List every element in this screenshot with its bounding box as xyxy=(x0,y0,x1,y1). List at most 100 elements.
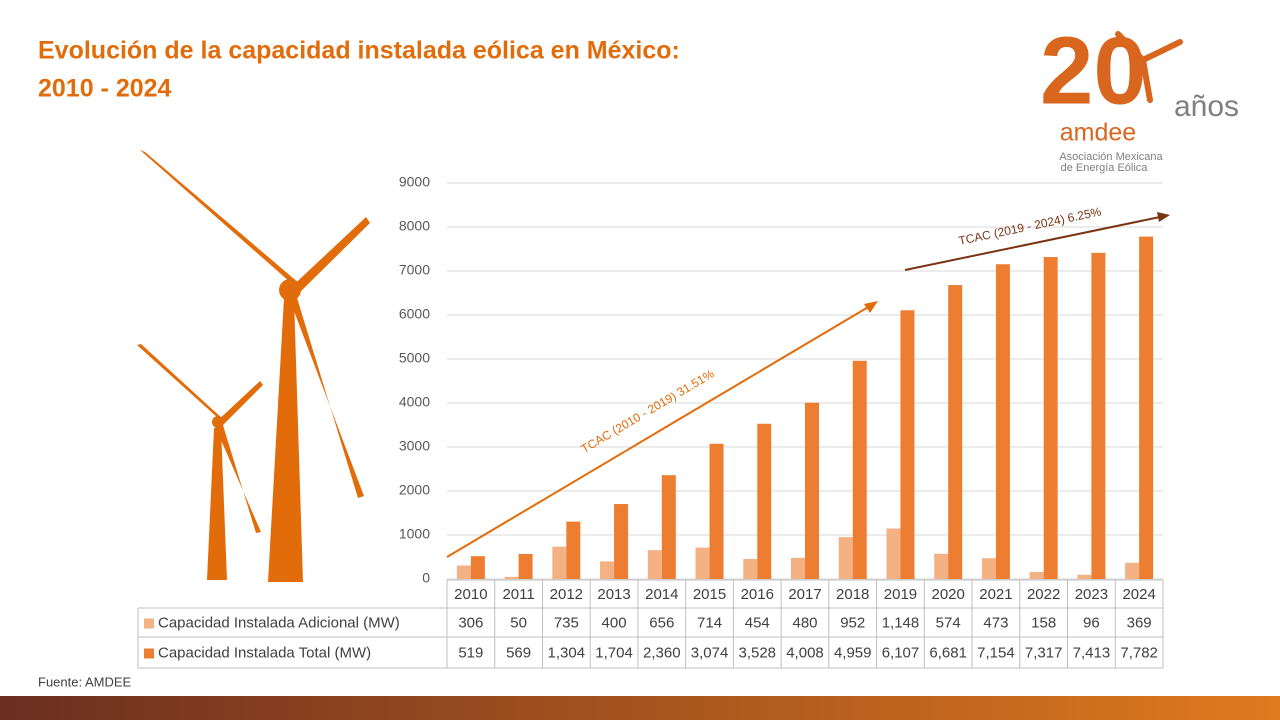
bar xyxy=(934,553,949,579)
x-tick-label: 2022 xyxy=(1027,586,1060,603)
logo-numeral: 20 xyxy=(1040,17,1147,124)
legend-swatch xyxy=(144,648,154,659)
chart-subtitle: 2010 - 2024 xyxy=(38,75,172,103)
x-tick-label: 2023 xyxy=(1075,586,1108,603)
data-label: 306 xyxy=(458,614,483,631)
x-tick-label: 2018 xyxy=(836,586,869,603)
data-label: 158 xyxy=(1031,614,1056,631)
bar xyxy=(518,553,533,579)
bar xyxy=(661,475,676,579)
bar xyxy=(600,561,615,579)
x-tick-label: 2017 xyxy=(788,586,821,603)
bar xyxy=(1043,257,1058,579)
x-tick-label: 2011 xyxy=(502,586,534,603)
y-tick-label: 5000 xyxy=(399,350,430,366)
data-label: 6,107 xyxy=(882,644,920,661)
data-label: 952 xyxy=(840,614,865,631)
bar xyxy=(709,443,724,579)
data-label: 7,154 xyxy=(977,644,1015,661)
logo-line: de Energía Eólica xyxy=(1061,162,1149,174)
bar xyxy=(504,576,519,579)
bar xyxy=(852,360,867,579)
bar xyxy=(456,565,471,579)
data-label: 2,360 xyxy=(643,644,681,661)
data-label: 714 xyxy=(697,614,722,631)
x-tick-label: 2020 xyxy=(932,586,965,603)
data-label: 735 xyxy=(554,614,579,631)
data-label: 6,681 xyxy=(929,644,967,661)
data-label: 96 xyxy=(1083,614,1100,631)
x-tick-label: 2014 xyxy=(645,586,678,603)
x-tick-label: 2012 xyxy=(550,586,583,603)
data-label: 7,413 xyxy=(1073,644,1111,661)
x-tick-label: 2013 xyxy=(597,586,630,603)
y-tick-label: 8000 xyxy=(399,218,430,234)
bar xyxy=(757,423,772,579)
bar xyxy=(1029,572,1044,579)
bar xyxy=(838,537,853,579)
data-label: 4,008 xyxy=(786,644,824,661)
y-tick-label: 3000 xyxy=(399,438,430,454)
data-label: 4,959 xyxy=(834,644,872,661)
bar xyxy=(566,521,581,579)
data-label: 569 xyxy=(506,644,531,661)
logo-suffix: años xyxy=(1174,90,1239,123)
legend-swatch xyxy=(144,618,154,629)
y-tick-label: 1000 xyxy=(399,526,430,542)
data-label: 3,074 xyxy=(691,644,729,661)
bar xyxy=(470,556,485,579)
bar xyxy=(695,547,710,579)
x-tick-label: 2021 xyxy=(979,586,1012,603)
bar xyxy=(1077,574,1092,579)
y-tick-label: 0 xyxy=(422,570,430,586)
data-label: 3,528 xyxy=(738,644,776,661)
legend-label: Capacidad Instalada Adicional (MW) xyxy=(158,614,400,631)
bar xyxy=(805,402,819,579)
logo-turbine xyxy=(1115,31,1183,103)
bar xyxy=(791,557,805,579)
y-tick-label: 2000 xyxy=(399,482,430,498)
bar xyxy=(1139,236,1154,580)
x-tick-label: 2016 xyxy=(741,586,774,603)
bar xyxy=(995,264,1010,579)
bar xyxy=(886,528,901,579)
bar xyxy=(981,558,996,579)
bar xyxy=(1091,252,1106,579)
chart-title: Evolución de la capacidad instalada eóli… xyxy=(38,37,680,65)
data-label: 400 xyxy=(602,614,627,631)
data-label: 1,304 xyxy=(548,644,586,661)
y-tick-label: 7000 xyxy=(399,262,430,278)
y-tick-label: 6000 xyxy=(399,306,430,322)
turbine-illustration xyxy=(137,150,370,582)
data-label: 454 xyxy=(745,614,770,631)
x-tick-label: 2019 xyxy=(884,586,917,603)
y-tick-label: 4000 xyxy=(399,394,430,410)
data-label: 50 xyxy=(510,614,527,631)
bar xyxy=(743,559,758,579)
data-label: 7,317 xyxy=(1025,644,1063,661)
data-label: 369 xyxy=(1127,614,1152,631)
y-tick-label: 9000 xyxy=(399,174,430,190)
x-tick-label: 2015 xyxy=(693,586,726,603)
bar xyxy=(552,546,567,579)
data-label: 1,704 xyxy=(595,644,633,661)
logo-line: Asociación Mexicana xyxy=(1059,151,1163,163)
data-label: 574 xyxy=(936,614,961,631)
bar xyxy=(900,310,915,579)
data-label: 519 xyxy=(458,644,483,661)
data-label: 1,148 xyxy=(882,614,920,631)
bar xyxy=(647,550,662,579)
footer-bar xyxy=(0,696,1280,720)
data-label: 7,782 xyxy=(1120,644,1158,661)
growth-arrow xyxy=(446,212,1170,558)
legend-label: Capacidad Instalada Total (MW) xyxy=(158,644,371,661)
logo: 20 años amdee Asociación Mexicana de Ene… xyxy=(1040,17,1239,174)
data-label: 480 xyxy=(792,614,817,631)
x-tick-label: 2010 xyxy=(454,586,487,603)
data-label: 656 xyxy=(649,614,674,631)
logo-name: amdee xyxy=(1060,119,1136,147)
bar xyxy=(614,504,629,579)
bar xyxy=(948,285,963,579)
